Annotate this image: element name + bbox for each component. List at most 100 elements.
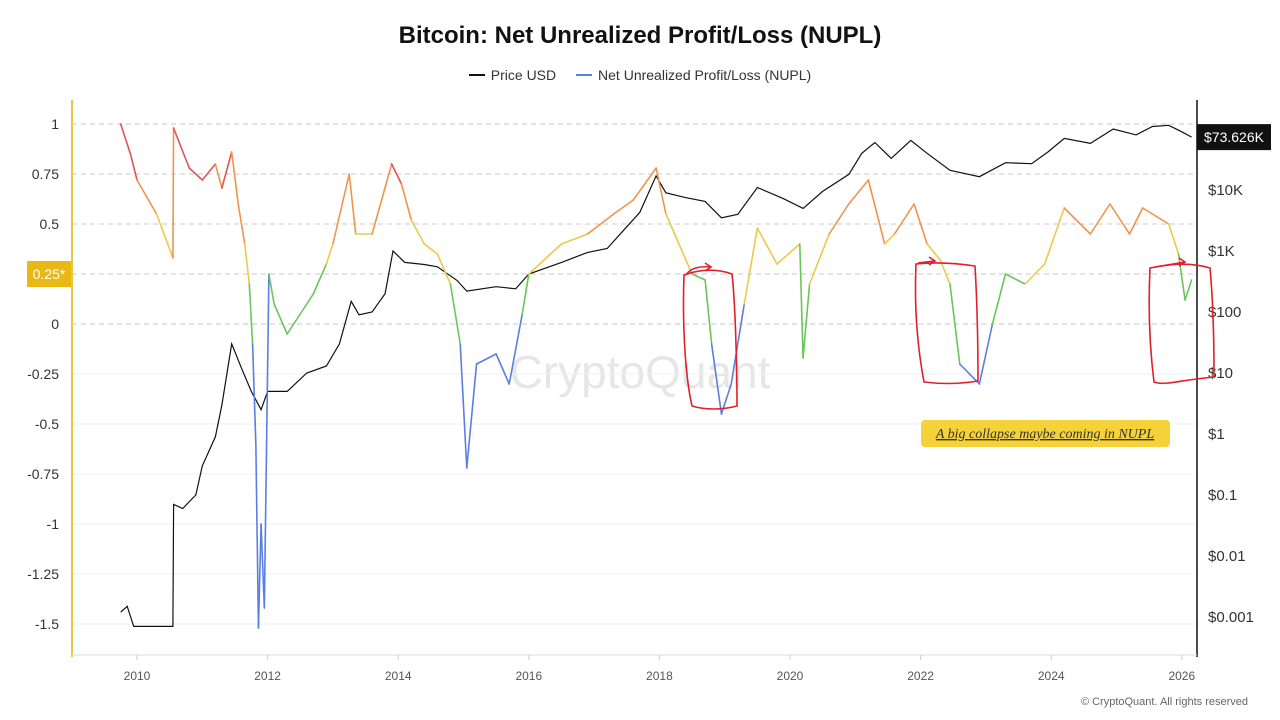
nupl-segment [155,213,174,259]
annotation-text: A big collapse maybe coming in NUPL [935,427,1154,442]
nupl-segment [926,243,941,261]
copyright: © CryptoQuant. All rights reserved [1080,696,1248,708]
nupl-segment [251,343,257,445]
y-tick-label-left: 1 [51,116,59,132]
nupl-segment [939,259,951,285]
nupl-segment [268,273,275,305]
y-tick-label-right: $1 [1208,426,1225,443]
nupl-segment [136,179,158,215]
nupl-segment [495,353,511,385]
nupl-segment [325,243,334,265]
nupl-segment [847,179,870,205]
legend-label: Net Unrealized Profit/Loss (NUPL) [598,67,812,83]
nupl-segment [237,203,246,245]
nupl-segment [527,243,563,275]
legend-item-price[interactable]: Price USD [468,67,557,83]
current-price-box [1197,124,1271,151]
nupl-segment [1063,207,1092,235]
nupl-segment [756,227,778,265]
nupl-segment [1128,207,1144,235]
nupl-segment [913,203,928,245]
highlight-box-2026 [1148,263,1215,385]
y-tick-label-right: $1K [1208,243,1235,260]
nupl-segment [119,123,132,155]
nupl-segment [521,273,530,315]
nupl-segment [949,283,961,365]
nupl-segment [1184,279,1193,301]
highlight-box-2022 [914,262,979,385]
nupl-segment [743,227,759,305]
nupl-segment [691,273,706,281]
nupl-segment [828,203,850,235]
highlight-arrow-2018 [685,262,713,276]
nupl-segment [263,273,270,609]
y-tick-label-left: 0.5 [40,216,60,232]
y-tick-label-right: $10K [1208,182,1243,199]
legend-item-nupl[interactable]: Net Unrealized Profit/Loss (NUPL) [576,67,811,83]
legend-swatch [468,74,485,76]
highlight-box-2018 [682,269,738,410]
y-tick-label-right: $100 [1208,304,1241,321]
nupl-segment [230,151,240,205]
nupl-segment [1043,207,1066,265]
y-tick-label-left: -0.5 [35,416,59,432]
y-tick-label-left: 0 [51,316,59,332]
highlight-tick-label: 0.25* [33,266,66,282]
current-price-label: $73.626K [1204,129,1265,145]
nupl-segment [410,219,426,245]
nupl-segment [808,233,830,285]
y-tick-label-right: $0.01 [1208,548,1246,565]
nupl-segment [883,233,896,245]
nupl-segment [459,343,468,469]
nupl-segment [704,279,713,345]
y-tick-label-left: -0.75 [27,466,59,482]
nupl-segment [730,303,746,385]
nupl-segment [423,243,439,255]
legend-label: Price USD [490,67,557,83]
nupl-segment [991,273,1007,325]
x-tick-label: 2010 [124,669,151,683]
nupl-segment [449,283,462,345]
nupl-segment [172,127,175,259]
nupl-segment [655,167,667,215]
nupl-segment [436,253,452,285]
nupl-segment [286,313,302,335]
nupl-segment [802,283,811,359]
highlight-arrow-2026 [1154,257,1187,268]
nupl-segment [400,183,413,221]
nupl-segment [332,173,351,245]
nupl-segment [129,153,138,181]
x-tick-label: 2020 [777,669,804,683]
nupl-segment [172,127,191,169]
y-tick-label-left: -1.5 [35,616,59,632]
nupl-segment [255,443,260,629]
x-tick-label: 2026 [1168,669,1195,683]
nupl-segment [201,163,217,181]
nupl-segment [348,173,357,235]
highlight-tick-box [27,261,72,287]
nupl-segment [798,243,804,359]
nupl-segment [678,243,693,275]
y-tick-label-right: $10 [1208,365,1233,382]
nupl-segment [248,283,254,345]
x-tick-label: 2022 [907,669,934,683]
nupl-segment [273,303,288,335]
nupl-segment [710,343,723,415]
nupl-segment [776,243,801,265]
nupl-segment [390,163,403,185]
nupl-segment [560,233,589,245]
nupl-segment [221,151,233,189]
y-tick-label-left: -0.25 [27,366,59,382]
nupl-segment [1109,203,1131,235]
nupl-segment [1024,263,1046,285]
legend-swatch [576,74,593,76]
nupl-segment [312,263,328,295]
x-tick-label: 2012 [254,669,281,683]
nupl-segment [371,163,393,235]
y-tick-label-left: -1 [47,516,60,532]
y-tick-label-left: 0.75 [32,166,59,182]
nupl-segment [1089,203,1111,235]
nupl-segment [465,363,478,469]
chart-title: Bitcoin: Net Unrealized Profit/Loss (NUP… [398,22,882,49]
legend: Price USD Net Unrealized Profit/Loss (NU… [0,63,1280,83]
